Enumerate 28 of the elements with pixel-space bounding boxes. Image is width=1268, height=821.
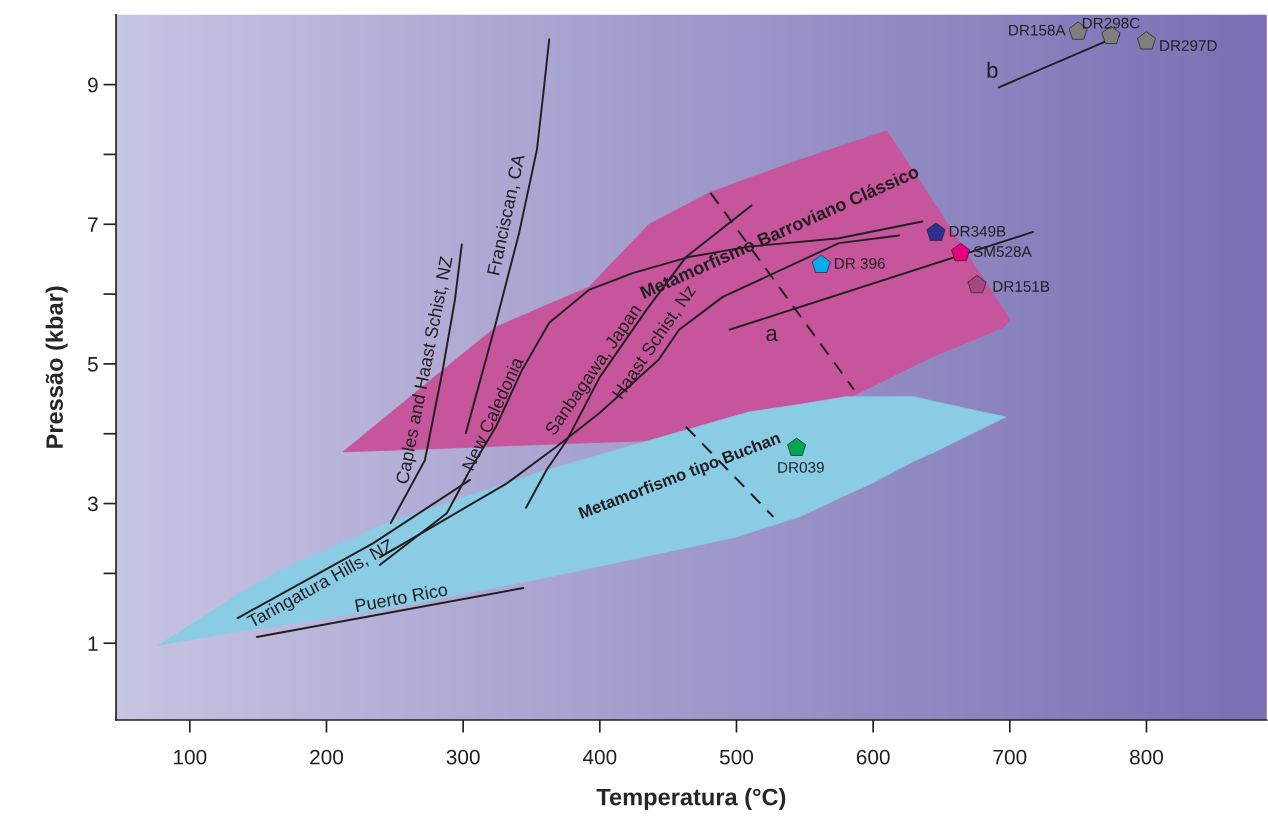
text: Caples and Haast Schist, NZ [395, 255, 457, 485]
series-label: SM528A [973, 246, 1032, 257]
y-tick-label: 9 [88, 77, 98, 93]
y-tick-label: 3 [87, 496, 98, 512]
x-tick-label: 500 [719, 749, 754, 765]
series-label: DR158A [1009, 24, 1066, 36]
x-tick-label: 800 [1129, 749, 1164, 765]
series-label: DR297D [1160, 40, 1217, 51]
x-axis-title: Temperatura (°C) [596, 788, 786, 811]
series-label: DR039 [778, 461, 824, 473]
series-label: a [766, 328, 778, 342]
text: Puerto Rico [354, 582, 448, 613]
y-tick-label: 7 [88, 217, 98, 232]
y-tick-label: 1 [88, 636, 98, 651]
series-label: b [987, 61, 998, 79]
x-tick-label: 700 [993, 749, 1027, 765]
line-series [389, 243, 463, 525]
x-tick-label: 400 [582, 749, 617, 765]
series-label: DR298C [1082, 17, 1140, 29]
series-label: DR 396 [834, 258, 885, 269]
x-tick-label: 600 [856, 749, 890, 765]
x-tick-label: 300 [446, 749, 480, 765]
series-label: DR151B [993, 281, 1050, 292]
y-tick-label: 5 [87, 357, 98, 372]
x-tick-label: 100 [174, 749, 207, 765]
series-label: DR349B [949, 225, 1006, 237]
x-tick-label: 200 [310, 749, 344, 765]
y-axis-title: Pressão (kbar) [45, 286, 68, 448]
